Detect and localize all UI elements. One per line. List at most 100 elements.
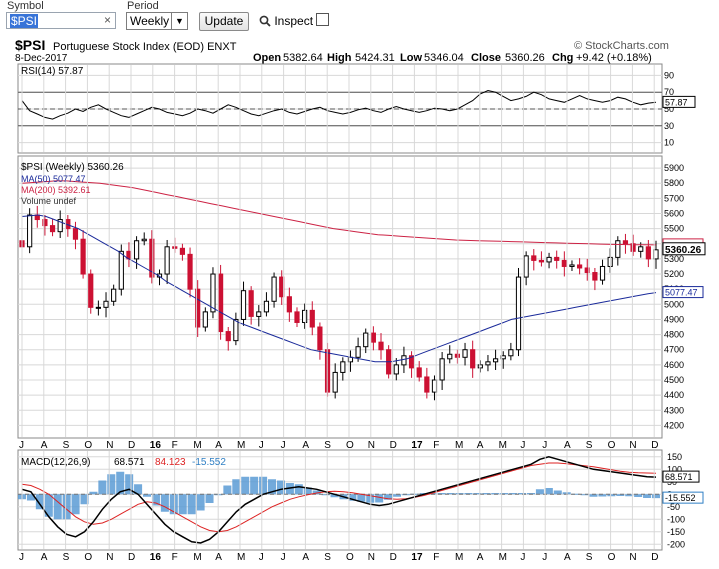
macd-histogram-bar bbox=[241, 476, 250, 495]
macd-histogram-bar bbox=[160, 494, 169, 512]
macd-histogram-bar bbox=[446, 493, 455, 495]
x-tick-label-bottom: J bbox=[542, 552, 547, 563]
macd-histogram-bar bbox=[651, 494, 661, 499]
candle-body bbox=[416, 367, 422, 378]
x-tick-label-bottom: O bbox=[84, 552, 92, 563]
ohlc-low: 5346.04 bbox=[424, 52, 464, 64]
candle-body bbox=[592, 272, 598, 281]
x-tick-label: A bbox=[215, 440, 222, 451]
rsi-tick-label: 10 bbox=[664, 138, 674, 148]
x-tick-label-bottom: S bbox=[63, 552, 70, 563]
macd-histogram-bar bbox=[259, 476, 268, 495]
macd-histogram-bar bbox=[509, 493, 518, 495]
candle-body bbox=[401, 355, 407, 366]
symbol-input-value[interactable]: $PSI bbox=[10, 14, 39, 28]
candle-body bbox=[477, 364, 483, 369]
ohlc-close-label: Close bbox=[471, 52, 501, 64]
candle-body bbox=[363, 332, 369, 348]
candle-body bbox=[302, 309, 308, 323]
candle-body bbox=[645, 246, 651, 260]
candle-body bbox=[57, 219, 63, 233]
macd-histogram-bar bbox=[53, 494, 62, 520]
ohlc-high-label: High bbox=[327, 52, 352, 64]
candle-body bbox=[103, 300, 109, 308]
candle-body bbox=[470, 349, 476, 369]
macd-histogram-bar bbox=[98, 480, 107, 495]
macd-histogram-bar bbox=[35, 494, 44, 510]
macd-legend-hist: -15.552 bbox=[192, 457, 226, 468]
chart-title: Portuguese Stock Index (EOD) ENXT bbox=[53, 41, 237, 53]
candle-body bbox=[378, 341, 384, 351]
candle-body bbox=[515, 276, 522, 351]
chart-date: 8-Dec-2017 bbox=[15, 53, 68, 64]
chevron-down-icon[interactable]: ▼ bbox=[171, 13, 187, 29]
candle-body bbox=[622, 240, 629, 245]
x-tick-label: N bbox=[368, 440, 375, 451]
candle-body bbox=[485, 361, 491, 366]
x-tick-label-bottom: D bbox=[651, 552, 658, 563]
macd-histogram-bar bbox=[544, 488, 553, 495]
ohlc-open-label: Open bbox=[253, 52, 281, 64]
candle-body bbox=[195, 288, 201, 328]
macd-histogram-bar bbox=[232, 479, 241, 495]
x-tick-label-bottom: D bbox=[390, 552, 397, 563]
candle-body bbox=[149, 238, 155, 278]
macd-histogram-bar bbox=[518, 493, 527, 495]
x-tick-label-bottom: A bbox=[564, 552, 571, 563]
rsi-line bbox=[21, 89, 657, 120]
x-tick-label-bottom: F bbox=[433, 552, 439, 563]
candle-body bbox=[439, 358, 445, 381]
x-tick-label: S bbox=[324, 440, 331, 451]
macd-histogram-bar bbox=[393, 494, 402, 497]
inspect-checkbox[interactable] bbox=[316, 13, 330, 26]
x-tick-label-bottom: A bbox=[477, 552, 484, 563]
x-tick-label: F bbox=[433, 440, 439, 451]
price-panel bbox=[17, 155, 663, 439]
macd-tick-label: 150 bbox=[667, 452, 682, 462]
candle-body bbox=[638, 246, 644, 252]
x-tick-label: J bbox=[281, 440, 286, 451]
candle-body bbox=[80, 238, 86, 275]
macd-histogram-bar bbox=[205, 494, 214, 503]
candle-body bbox=[72, 228, 79, 240]
macd-legend-signal: 84.123 bbox=[155, 457, 186, 468]
macd-histogram-bar bbox=[116, 471, 125, 495]
macd-histogram-bar bbox=[303, 487, 312, 495]
period-select-value[interactable]: Weekly bbox=[130, 14, 170, 28]
candle-body bbox=[233, 318, 239, 342]
update-button[interactable]: Update bbox=[199, 12, 249, 31]
toolbar: Symbol $PSI × Period Weekly ▼ Update Ins… bbox=[0, 0, 719, 36]
macd-panel bbox=[17, 449, 663, 551]
x-tick-label: M bbox=[455, 440, 463, 451]
candle-body bbox=[538, 259, 545, 263]
macd-histogram-bar bbox=[187, 494, 196, 515]
x-tick-label-bottom: M bbox=[237, 552, 245, 563]
candle-body bbox=[408, 355, 415, 369]
macd-histogram-bar bbox=[366, 494, 375, 503]
x-tick-label-bottom: N bbox=[368, 552, 375, 563]
ma50-line bbox=[21, 214, 657, 363]
x-tick-label-bottom: D bbox=[128, 552, 135, 563]
symbol-input[interactable]: $PSI × bbox=[6, 12, 116, 29]
macd-histogram-bar bbox=[62, 494, 71, 520]
macd-histogram-bar bbox=[142, 494, 152, 497]
clear-icon[interactable]: × bbox=[103, 13, 111, 27]
candle-body bbox=[88, 273, 94, 308]
candle-body bbox=[164, 246, 170, 275]
price-tick-label: 5900 bbox=[664, 163, 684, 173]
period-select[interactable]: Weekly ▼ bbox=[126, 12, 188, 30]
candle-body bbox=[309, 309, 315, 328]
volume-legend: Volume undef bbox=[21, 196, 77, 206]
x-tick-label-bottom: 16 bbox=[150, 552, 162, 563]
x-tick-label-bottom: M bbox=[499, 552, 507, 563]
candle-body bbox=[42, 219, 48, 227]
macd-histogram-bar bbox=[268, 479, 277, 495]
macd-histogram-bar bbox=[250, 476, 259, 495]
macd-value-box bbox=[662, 470, 700, 483]
watermark: © StockCharts.com bbox=[574, 40, 669, 52]
x-tick-label-bottom: O bbox=[608, 552, 616, 563]
candle-body bbox=[286, 296, 292, 313]
inspect-toggle[interactable]: Inspect bbox=[259, 13, 330, 28]
macd-histogram-bar bbox=[607, 494, 616, 497]
candle-body bbox=[599, 265, 606, 281]
